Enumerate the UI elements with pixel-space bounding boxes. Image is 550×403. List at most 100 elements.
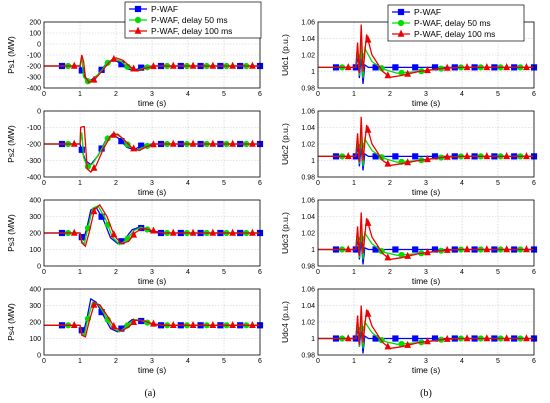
x-tick-label: 6 bbox=[532, 269, 536, 276]
data-point bbox=[523, 152, 530, 160]
y-tick-label: 300 bbox=[29, 303, 41, 310]
data-point bbox=[90, 300, 98, 308]
data-point bbox=[209, 61, 217, 69]
panel-label-b: (b) bbox=[420, 388, 432, 399]
legend-marker bbox=[397, 8, 405, 16]
data-point bbox=[110, 130, 118, 138]
data-point bbox=[412, 153, 419, 160]
data-point bbox=[249, 320, 256, 328]
data-point bbox=[150, 62, 157, 70]
data-point bbox=[364, 218, 372, 226]
axis-box bbox=[43, 110, 261, 178]
x-tick-label: 5 bbox=[496, 269, 500, 276]
data-point bbox=[404, 69, 412, 77]
x-tick-label: 1 bbox=[78, 180, 82, 187]
subplot-4: 0 1 2 3 4 5 6 0 100 200 300 400 time (s) Ps4 (MW) bbox=[6, 287, 264, 375]
data-point bbox=[483, 334, 491, 342]
data-point bbox=[110, 54, 118, 62]
data-point bbox=[523, 245, 530, 253]
x-tick-label: 0 bbox=[42, 358, 46, 365]
x-tick-label: 1 bbox=[352, 91, 356, 98]
data-point bbox=[404, 340, 412, 348]
y-tick-label: 1.06 bbox=[301, 20, 315, 27]
legend-marker bbox=[397, 19, 405, 27]
data-point bbox=[150, 226, 157, 234]
data-point bbox=[70, 139, 78, 147]
data-point bbox=[424, 248, 431, 256]
y-tick-label: 1.04 bbox=[301, 303, 315, 310]
data-point bbox=[90, 163, 98, 171]
data-point bbox=[463, 63, 471, 71]
x-axis-label: time (s) bbox=[138, 98, 167, 108]
x-tick-label: 5 bbox=[222, 180, 226, 187]
y-tick-label: 100 bbox=[29, 336, 41, 343]
series-line bbox=[44, 54, 260, 84]
legend-box bbox=[124, 1, 262, 39]
data-point bbox=[249, 61, 256, 69]
legend-entry: P-WAF, delay 100 ms bbox=[151, 26, 232, 36]
y-tick-label: 0 bbox=[37, 353, 41, 360]
x-tick-label: 2 bbox=[114, 269, 118, 276]
x-tick-label: 2 bbox=[388, 91, 392, 98]
x-tick-label: 2 bbox=[388, 269, 392, 276]
data-point bbox=[443, 334, 451, 342]
x-tick-label: 4 bbox=[460, 91, 464, 98]
data-point bbox=[392, 64, 399, 71]
data-point bbox=[249, 228, 256, 236]
subplot-7: 0 1 2 3 4 5 6 0.98 1 1.02 1.04 1.06 time (s) Udc3 (p.… bbox=[280, 198, 538, 286]
x-tick-label: 0 bbox=[42, 269, 46, 276]
data-point bbox=[392, 153, 399, 160]
data-point bbox=[130, 317, 138, 326]
legend-marker bbox=[134, 16, 142, 24]
x-axis-label: time (s) bbox=[412, 365, 441, 375]
y-tick-label: 0.98 bbox=[301, 264, 315, 271]
x-tick-label: 5 bbox=[222, 269, 226, 276]
data-point bbox=[110, 322, 118, 330]
data-point bbox=[503, 152, 511, 160]
data-point bbox=[463, 245, 471, 253]
x-tick-label: 3 bbox=[424, 180, 428, 187]
y-axis-label: Udc4 (p.u.) bbox=[280, 301, 290, 343]
y-tick-label: 200 bbox=[29, 231, 41, 238]
y-tick-label: 0 bbox=[37, 42, 41, 49]
y-tick-label: 1.06 bbox=[301, 109, 315, 116]
x-tick-label: 3 bbox=[150, 358, 154, 365]
data-point bbox=[124, 141, 131, 148]
data-point bbox=[404, 158, 412, 166]
y-tick-label: -300 bbox=[27, 75, 41, 82]
x-tick-label: 6 bbox=[258, 358, 262, 365]
data-point bbox=[364, 309, 372, 317]
data-point bbox=[443, 63, 451, 71]
x-tick-label: 0 bbox=[316, 91, 320, 98]
data-point bbox=[344, 334, 352, 342]
data-point bbox=[189, 228, 197, 236]
y-tick-label: 0.98 bbox=[301, 353, 315, 360]
y-tick-label: 1 bbox=[311, 69, 315, 76]
y-tick-label: 1.06 bbox=[301, 198, 315, 205]
subplot-6: 0 1 2 3 4 5 6 0.98 1 1.02 1.04 1.06 time (s) Udc2 (p.… bbox=[280, 109, 538, 197]
subplot-2: 0 1 2 3 4 5 6 -400 -300 -200 -100 0 time (s) Ps2 (MW) bbox=[6, 109, 264, 197]
x-tick-label: 4 bbox=[186, 91, 190, 98]
y-tick-label: 1 bbox=[311, 158, 315, 165]
subplot-5: 0 1 2 3 4 5 6 0.98 1 1.02 1.04 1.06 time (s) Udc1 (p.… bbox=[280, 4, 538, 108]
legend-entry: P-WAF, delay 100 ms bbox=[414, 29, 495, 39]
x-tick-label: 2 bbox=[388, 180, 392, 187]
x-axis-label: time (s) bbox=[412, 276, 441, 286]
data-point bbox=[229, 61, 237, 69]
data-point bbox=[523, 63, 530, 71]
data-point bbox=[364, 35, 372, 43]
y-tick-label: 0.98 bbox=[301, 86, 315, 93]
x-tick-label: 5 bbox=[222, 358, 226, 365]
legend-box bbox=[387, 4, 525, 42]
data-point bbox=[130, 144, 138, 152]
y-tick-label: 1.06 bbox=[301, 287, 315, 294]
x-tick-label: 5 bbox=[496, 180, 500, 187]
y-tick-label: -100 bbox=[27, 125, 41, 132]
y-tick-label: -300 bbox=[27, 158, 41, 165]
y-axis-label: Udc2 (p.u.) bbox=[280, 123, 290, 165]
y-tick-label: -100 bbox=[27, 53, 41, 60]
x-tick-label: 4 bbox=[460, 269, 464, 276]
x-tick-label: 0 bbox=[316, 180, 320, 187]
data-point bbox=[70, 228, 78, 236]
